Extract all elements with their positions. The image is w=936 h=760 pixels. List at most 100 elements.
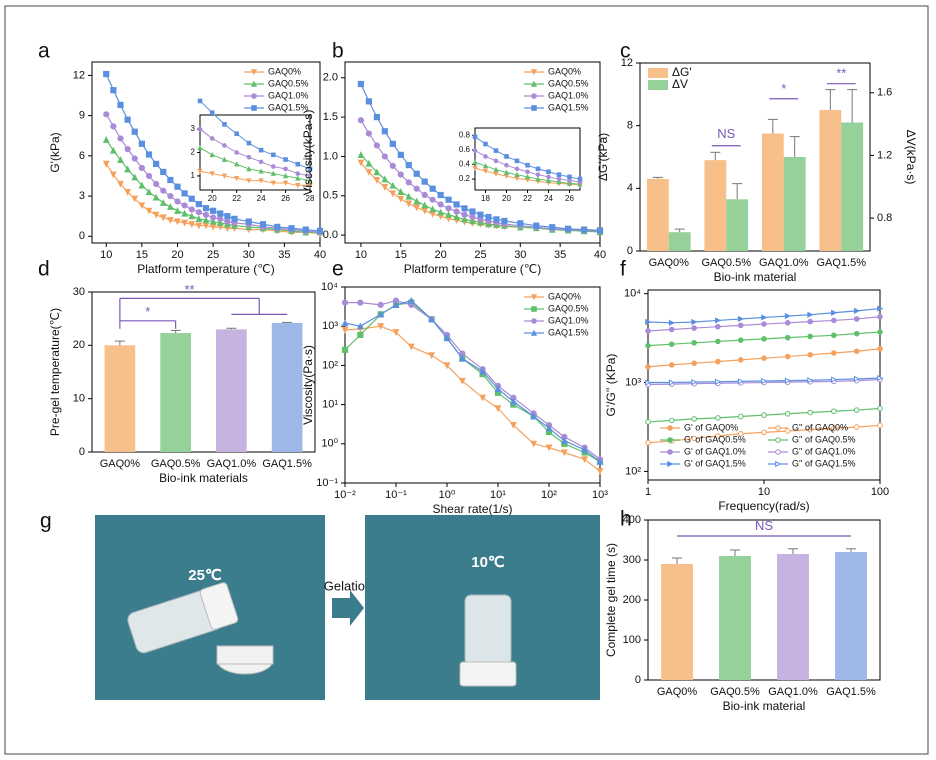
inset-line-segment — [516, 174, 528, 178]
marker — [405, 200, 413, 208]
legend-marker — [530, 294, 538, 301]
y-tick-label: 300 — [623, 554, 641, 566]
y-tick-label: 10² — [322, 359, 338, 371]
inset-line-segment — [236, 177, 249, 182]
marker — [288, 225, 295, 232]
marker — [117, 180, 124, 188]
marker — [877, 313, 883, 320]
marker — [691, 360, 697, 367]
marker — [145, 151, 153, 158]
series-line — [647, 307, 881, 324]
marker — [807, 333, 813, 340]
marker — [645, 318, 652, 326]
panel-label: f — [620, 258, 626, 281]
marker — [188, 195, 195, 202]
marker — [530, 412, 538, 420]
marker — [365, 130, 373, 137]
marker — [691, 379, 698, 386]
y-tick-label: 0 — [627, 245, 633, 257]
legend-label: G'' of GAQ0% — [792, 422, 848, 432]
series-line — [345, 299, 601, 460]
marker — [784, 320, 791, 326]
inset-y-tick-label: 0.4 — [459, 160, 471, 169]
marker — [737, 430, 744, 437]
marker — [271, 152, 276, 158]
marker — [596, 468, 604, 475]
marker — [381, 128, 388, 135]
legend-label: G' of GAQ0.5% — [684, 434, 746, 444]
marker — [485, 213, 492, 221]
marker — [737, 337, 744, 343]
bar — [661, 564, 693, 680]
marker — [545, 444, 553, 452]
marker — [405, 161, 412, 169]
marker — [877, 345, 883, 352]
legend-label: GAQ0.5% — [548, 78, 589, 88]
marker — [316, 227, 324, 235]
legend-label: GAQ0% — [548, 66, 581, 76]
marker — [258, 147, 264, 153]
inset-line-segment — [569, 182, 581, 185]
marker — [517, 220, 524, 227]
inset-line-segment — [548, 180, 560, 183]
marker — [761, 377, 768, 385]
legend-label: GAQ0% — [268, 66, 301, 76]
y-tick-label: 10⁰ — [321, 438, 338, 450]
marker — [853, 375, 861, 382]
marker — [377, 301, 384, 308]
marker — [807, 311, 814, 318]
marker — [110, 87, 117, 94]
legend-label: G' of GAQ1.0% — [684, 446, 746, 456]
marker — [831, 309, 838, 316]
legend-label: GAQ0.5% — [268, 78, 309, 88]
inset-line-segment — [248, 168, 262, 172]
marker — [784, 334, 791, 341]
marker — [302, 226, 309, 233]
marker — [160, 168, 167, 176]
y-tick-label: 0 — [79, 446, 85, 458]
marker — [549, 224, 556, 231]
marker — [224, 213, 231, 220]
y-tick-label: 1.5 — [323, 111, 338, 123]
inset-line-segment — [495, 169, 507, 173]
marker — [117, 156, 124, 163]
marker — [195, 209, 202, 216]
marker — [124, 165, 132, 173]
inset-x-tick-label: 24 — [544, 194, 553, 203]
inset-y-tick-label: 0.2 — [459, 174, 471, 183]
marker — [580, 226, 588, 233]
marker — [443, 362, 451, 370]
marker — [479, 394, 487, 402]
marker — [217, 210, 224, 217]
legend-marker — [531, 306, 537, 312]
x-tick-label: 30 — [514, 249, 526, 261]
marker — [761, 321, 767, 327]
bar — [841, 122, 864, 252]
marker — [461, 211, 468, 218]
marker — [428, 352, 436, 360]
significance-label: NS — [755, 518, 773, 533]
marker — [691, 318, 698, 326]
series-line — [344, 325, 601, 472]
y2-tick-label: 1.6 — [877, 87, 892, 99]
marker — [202, 205, 210, 212]
y-tick-label: 100 — [623, 634, 641, 646]
marker — [307, 177, 313, 183]
legend-marker — [775, 460, 782, 468]
marker — [188, 206, 195, 213]
marker — [109, 171, 117, 179]
marker — [807, 409, 813, 416]
inset-y-tick-label: 1 — [191, 171, 196, 180]
y-tick-label: 0.0 — [323, 229, 338, 241]
marker — [533, 222, 540, 229]
legend-label: G' of GAQ0% — [684, 422, 738, 432]
marker — [428, 315, 436, 323]
vial-lying — [127, 582, 274, 675]
marker — [231, 215, 238, 222]
marker — [877, 375, 884, 382]
legend-swatch — [648, 80, 668, 90]
marker — [357, 159, 365, 167]
legend-label: G'' of GAQ0.5% — [792, 434, 855, 444]
y-tick-label: 8 — [627, 120, 633, 132]
marker — [429, 205, 437, 213]
